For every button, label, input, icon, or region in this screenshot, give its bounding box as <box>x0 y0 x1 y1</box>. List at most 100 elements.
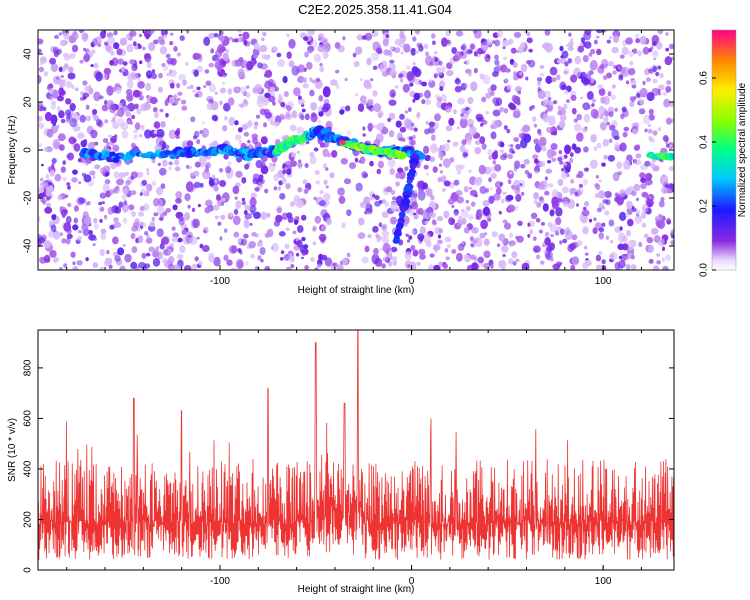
spectrogram-noise-blob <box>286 33 290 38</box>
spectrogram-noise-blob <box>123 200 128 206</box>
spectrogram-noise-blob <box>138 262 146 269</box>
spectrogram-noise-blob <box>66 66 70 71</box>
spectrogram-noise-blob <box>416 182 423 188</box>
spectrogram-noise-blob <box>100 233 107 241</box>
spectrogram-noise-blob <box>546 105 553 112</box>
spectrogram-noise-blob <box>381 263 386 269</box>
spectrogram-noise-blob <box>451 218 456 225</box>
spectrogram-noise-blob <box>39 177 44 182</box>
spectrogram-noise-blob <box>170 58 177 66</box>
spectrogram-noise-blob <box>180 99 187 105</box>
spectrogram-features <box>79 125 674 244</box>
spectrogram-noise-blob <box>258 174 264 181</box>
spectrogram-noise-blob <box>657 65 662 70</box>
spectrogram-noise-blob <box>139 225 144 230</box>
spectrogram-noise-blob <box>407 239 410 243</box>
spectrogram-noise-blob <box>39 56 47 64</box>
spectrogram-noise-blob <box>161 236 170 245</box>
spectrogram-noise-blob <box>263 122 267 128</box>
spectrogram-noise-blob <box>321 37 328 46</box>
spectrogram-noise-blob <box>520 163 526 169</box>
spectrogram-noise-blob <box>537 81 542 87</box>
spectrogram-noise-blob <box>321 106 329 113</box>
spectrogram-noise-blob <box>340 158 348 165</box>
y-tick-label: 20 <box>23 96 34 108</box>
spectrogram-noise-blob <box>122 61 128 66</box>
spectrogram-noise-blob <box>557 179 564 186</box>
spectrogram-noise-blob <box>623 159 631 170</box>
spectrogram-noise-blob <box>405 119 414 130</box>
spectrogram-noise-blob <box>404 166 409 171</box>
spectrogram-noise-blob <box>206 102 213 111</box>
spectrogram-noise-blob <box>137 77 141 82</box>
spectrogram-noise-blob <box>569 192 573 196</box>
spectrogram-noise-blob <box>202 173 209 179</box>
spectrogram-noise-blob <box>418 248 426 256</box>
spectrogram-noise-blob <box>431 134 436 141</box>
spectrogram-noise-blob <box>223 254 229 261</box>
spectrogram-noise-blob <box>598 179 602 183</box>
spectrogram-noise-blob <box>133 134 138 140</box>
spectrogram-noise-blob <box>504 195 512 203</box>
spectrogram-noise-blob <box>100 192 106 198</box>
spectrogram-noise-blob <box>521 262 530 270</box>
spectrogram-noise-blob <box>209 254 214 259</box>
spectrogram-noise-blob <box>160 121 166 128</box>
spectrogram-noise-blob <box>440 175 447 183</box>
spectrogram-noise-blob <box>73 217 79 224</box>
spectrogram-noise-blob <box>310 257 315 262</box>
spectrogram-noise-blob <box>57 194 63 201</box>
spectrogram-noise-blob <box>455 30 464 37</box>
spectrogram-noise-blob <box>502 254 506 257</box>
spectrogram-noise-blob <box>337 187 345 196</box>
spectrogram-noise-blob <box>499 106 505 113</box>
spectrogram-noise-blob <box>394 85 399 89</box>
spectrogram-noise-blob <box>666 218 672 225</box>
spectrogram-noise-blob <box>101 104 109 112</box>
spectrogram-noise-blob <box>244 204 251 211</box>
spectrogram-noise-blob <box>62 214 66 219</box>
spectrogram-noise-blob <box>249 197 257 208</box>
spectrogram-noise-blob <box>228 212 233 217</box>
spectrogram-noise-blob <box>364 245 370 253</box>
spectrogram-noise-blob <box>444 248 449 253</box>
spectrogram-noise-blob <box>590 108 599 119</box>
spectrogram-noise-blob <box>558 120 566 129</box>
spectrogram-noise-blob <box>181 105 188 111</box>
spectrogram-noise-blob <box>403 43 411 53</box>
spectrogram-noise-blob <box>670 240 674 246</box>
spectrogram-noise-blob <box>605 199 611 206</box>
spectrogram-noise-blob <box>390 201 399 212</box>
spectrogram-noise-blob <box>201 128 210 138</box>
spectrogram-noise-blob <box>488 177 492 183</box>
spectrogram-noise-blob <box>303 248 309 255</box>
spectrogram-noise-blob <box>182 79 187 86</box>
spectrogram-noise-blob <box>297 75 305 84</box>
spectrogram-noise-blob <box>555 207 563 217</box>
spectrogram-noise-blob <box>574 123 582 132</box>
spectrogram-noise-blob <box>406 71 415 81</box>
spectrogram-noise-blob <box>378 222 383 228</box>
spectrogram-noise-blob <box>194 161 201 168</box>
spectrogram-noise-blob <box>93 217 98 224</box>
spectrogram-noise-blob <box>323 192 331 201</box>
descending-streak-blob <box>392 238 400 244</box>
spectrogram-noise-blob <box>539 136 547 147</box>
spectrogram-noise-blob <box>234 196 238 200</box>
spectrogram-noise-blob <box>372 125 376 128</box>
spectrogram-noise-blob <box>510 47 517 54</box>
spectrogram-noise-blob <box>289 256 295 263</box>
spectrogram-noise-blob <box>528 48 533 53</box>
spectrogram-noise-blob <box>67 152 74 161</box>
spectrogram-noise-blob <box>613 34 619 44</box>
spectrogram-noise-blob <box>291 65 300 76</box>
spectrogram-noise-blob <box>130 142 136 148</box>
spectrogram-noise-blob <box>336 264 344 270</box>
spectrogram-noise-blob <box>390 216 397 225</box>
spectrogram-noise-blob <box>527 172 533 179</box>
spectrogram-noise-blob <box>428 79 433 83</box>
spectrogram-noise-blob <box>223 153 229 160</box>
spectrogram-noise-blob <box>188 166 192 170</box>
spectrogram-noise-blob <box>451 205 455 208</box>
spectrogram-noise-blob <box>458 215 463 221</box>
